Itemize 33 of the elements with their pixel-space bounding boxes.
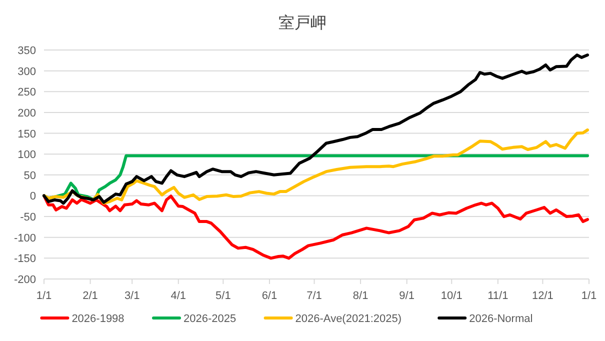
y-tick-label: 300: [18, 66, 36, 78]
legend-label: 2026-1998: [72, 313, 124, 325]
y-tick-label: -50: [20, 212, 36, 224]
x-tick-label: 2/1: [82, 290, 98, 302]
line-series: [42, 194, 590, 260]
y-tick-label: 50: [24, 170, 36, 182]
x-tick-label: 3/1: [124, 290, 140, 302]
legend-label: 2026-2025: [184, 313, 236, 325]
line-series: [42, 54, 590, 205]
legend-label: 2026-Normal: [469, 313, 533, 325]
x-tick-label: 12/1: [532, 290, 554, 302]
y-tick-label: 350: [18, 45, 36, 57]
y-tick-label: 150: [18, 128, 36, 140]
x-tick-label: 11/1: [488, 290, 508, 302]
x-tick-label: 7/1: [306, 290, 322, 302]
chart-title: 室戸岬: [278, 14, 326, 32]
x-tick-label: 4/1: [170, 290, 186, 302]
y-tick-label: -100: [14, 232, 36, 244]
x-tick-label: 10/1: [440, 290, 462, 302]
y-tick-label: -150: [14, 253, 36, 266]
x-tick-label: 1/1: [36, 290, 52, 302]
x-tick-label: 6/1: [262, 290, 278, 302]
x-tick-label: 5/1: [216, 290, 231, 302]
line-series: [42, 128, 590, 205]
legend-label: 2026-Ave(2021:2025): [295, 313, 402, 325]
y-tick-label: 0: [30, 190, 36, 203]
x-tick-label: 9/1: [399, 290, 414, 302]
x-tick-label: 1/1: [581, 290, 597, 302]
y-tick-label: 200: [18, 107, 36, 120]
y-tick-label: -200: [14, 274, 36, 286]
y-tick-label: 250: [18, 86, 36, 99]
y-tick-label: 100: [18, 149, 36, 162]
x-tick-label: 8/1: [352, 290, 368, 302]
